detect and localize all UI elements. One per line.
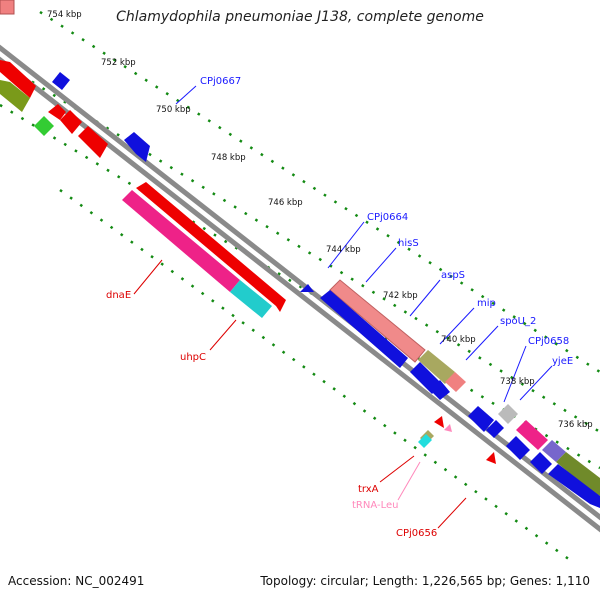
- gene-feature: [548, 464, 600, 508]
- leader-line: [503, 345, 527, 403]
- gene-label-asps[interactable]: aspS: [441, 270, 465, 281]
- gene-feature: [0, 0, 15, 15]
- backbone-inner: [0, 56, 600, 533]
- gene-feature: [542, 440, 566, 462]
- gene-feature: [136, 182, 286, 312]
- gene-label-hiss[interactable]: hisS: [398, 238, 419, 249]
- ruler-tick-label: 744 kbp: [326, 245, 361, 255]
- ruler-tick-label: 738 kbp: [500, 377, 535, 387]
- gene-feature: [445, 372, 466, 392]
- ruler-track-mid1: [0, 60, 600, 434]
- gene-label-yjee[interactable]: yjeE: [552, 356, 573, 367]
- gene-label-cpj0658[interactable]: CPj0658: [528, 336, 569, 347]
- leader-line: [379, 455, 415, 483]
- gene-feature: [418, 350, 455, 384]
- genome-summary: Topology: circular; Length: 1,226,565 bp…: [260, 574, 590, 588]
- gene-feature: [444, 424, 452, 432]
- ruler-tick-label: 752 kbp: [101, 58, 136, 68]
- gene-feature: [300, 284, 314, 292]
- ruler-tick-label: 736 kbp: [558, 420, 593, 430]
- reverse-genes: [0, 60, 600, 508]
- map-title: Chlamydophila pneumoniae J138, complete …: [116, 9, 484, 25]
- gene-feature: [60, 110, 82, 134]
- gene-feature: [329, 279, 426, 363]
- gene-feature: [78, 126, 108, 158]
- leader-line: [133, 259, 163, 295]
- ruler-track-mid2: [0, 103, 600, 470]
- gene-feature: [530, 452, 552, 474]
- ruler-tick-label: 740 kbp: [441, 335, 476, 345]
- gene-feature: [230, 280, 272, 318]
- accession-label: Accession: NC_002491: [8, 574, 145, 588]
- gene-feature: [52, 72, 70, 90]
- leader-line: [465, 325, 499, 361]
- gene-feature: [468, 406, 494, 432]
- gene-label-cpj0664[interactable]: CPj0664: [367, 212, 408, 223]
- gene-label-dnae[interactable]: dnaE: [106, 290, 131, 301]
- leader-line: [439, 307, 475, 345]
- gene-feature: [0, 80, 30, 112]
- leader-line: [175, 85, 197, 105]
- ruler-tick-label: 746 kbp: [268, 198, 303, 208]
- ruler-tick-label: 742 kbp: [383, 291, 418, 301]
- ruler-track-inner: [59, 188, 571, 562]
- ruler-tracks: [0, 10, 600, 562]
- gene-feature: [506, 436, 530, 460]
- gene-feature: [0, 60, 36, 98]
- gene-feature: [124, 132, 150, 162]
- gene-label-trna-leu[interactable]: tRNA-Leu: [352, 500, 398, 511]
- forward-genes: [0, 0, 600, 496]
- backbone-outer: [0, 44, 600, 521]
- gene-feature: [34, 116, 54, 136]
- leader-line: [409, 279, 441, 317]
- leader-line: [209, 319, 237, 351]
- backbone: [0, 44, 600, 533]
- leader-line: [365, 247, 397, 283]
- gene-feature: [556, 452, 600, 496]
- gene-label-spou2[interactable]: spoU_2: [500, 316, 536, 327]
- gene-feature: [430, 380, 450, 400]
- leader-lines: [133, 85, 553, 529]
- gene-feature: [320, 290, 408, 368]
- leader-line: [519, 365, 553, 401]
- gene-feature: [122, 190, 240, 292]
- gene-feature: [486, 420, 504, 438]
- leader-line: [397, 461, 421, 501]
- gene-feature: [434, 416, 444, 428]
- leader-line: [437, 497, 467, 529]
- gene-feature: [498, 404, 518, 424]
- ruler-tick-label: 754 kbp: [47, 10, 82, 20]
- ruler-tick-label: 750 kbp: [156, 105, 191, 115]
- gene-feature: [418, 434, 432, 448]
- gene-label-uhpc[interactable]: uhpC: [180, 352, 206, 363]
- gene-feature: [48, 104, 66, 120]
- gene-label-cpj0667[interactable]: CPj0667: [200, 76, 241, 87]
- gene-label-trxa[interactable]: trxA: [358, 484, 379, 495]
- leader-line: [327, 221, 365, 269]
- gene-feature: [486, 452, 496, 464]
- ruler-tick-label: 748 kbp: [211, 153, 246, 163]
- gene-feature: [516, 420, 548, 450]
- gene-label-cpj0656[interactable]: CPj0656: [396, 528, 437, 539]
- gene-label-mip[interactable]: mip: [477, 298, 496, 309]
